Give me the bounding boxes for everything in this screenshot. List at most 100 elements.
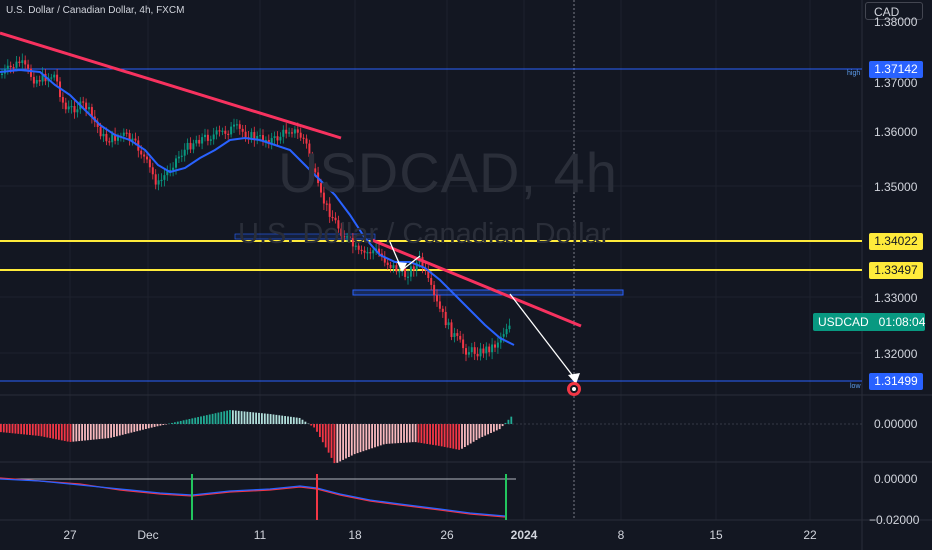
candle-body bbox=[195, 139, 198, 144]
histogram-bar bbox=[458, 424, 460, 450]
price-axis-label: 1.33000 bbox=[874, 291, 918, 305]
histogram-bar bbox=[78, 424, 81, 442]
candle-body bbox=[90, 107, 93, 117]
histogram-bar bbox=[8, 424, 11, 433]
histogram-bar bbox=[478, 424, 481, 439]
histogram-bar bbox=[17, 424, 20, 434]
histogram-bar bbox=[34, 424, 37, 436]
candle-body bbox=[398, 271, 401, 273]
high-tag: high bbox=[847, 70, 861, 77]
histogram-bar bbox=[249, 412, 252, 424]
candle-body bbox=[456, 333, 459, 336]
candle-body bbox=[30, 68, 32, 77]
histogram-bar bbox=[200, 416, 202, 424]
candle-body bbox=[18, 61, 21, 63]
histogram-bar bbox=[133, 424, 136, 432]
candle-body bbox=[291, 132, 293, 134]
candle-body bbox=[169, 169, 172, 172]
trendline-lower[interactable] bbox=[371, 238, 582, 328]
candle-body bbox=[494, 344, 496, 348]
histogram-bar bbox=[414, 424, 417, 443]
candle-body bbox=[282, 129, 285, 137]
histogram-bar bbox=[95, 424, 98, 440]
zone-rectangle[interactable] bbox=[352, 289, 624, 296]
histogram-bar bbox=[501, 424, 504, 427]
histogram-bar bbox=[171, 422, 173, 424]
currency-selector[interactable]: CAD bbox=[865, 2, 923, 20]
candle-body bbox=[230, 126, 233, 135]
histogram-bar bbox=[87, 424, 89, 441]
candle-body bbox=[148, 159, 151, 168]
candle-body bbox=[224, 130, 227, 134]
histogram-bar bbox=[411, 424, 414, 443]
candle-body bbox=[302, 137, 305, 139]
zone-rectangle-faint[interactable] bbox=[234, 233, 376, 240]
histogram-bar bbox=[142, 424, 144, 430]
histogram-bar bbox=[165, 424, 168, 425]
histogram-bar bbox=[504, 422, 507, 424]
candle-body bbox=[485, 346, 488, 354]
histogram-bar bbox=[174, 422, 176, 424]
histogram-bar bbox=[75, 424, 78, 442]
candle-body bbox=[256, 135, 259, 140]
projection-arrow[interactable] bbox=[509, 293, 577, 381]
candle-body bbox=[314, 168, 317, 173]
candle-body bbox=[482, 348, 485, 354]
histogram-bar bbox=[327, 424, 330, 453]
histogram-bar bbox=[182, 420, 185, 424]
histogram-bar bbox=[435, 424, 437, 446]
candle-body bbox=[6, 65, 9, 70]
watermark-symbol: USDCAD, 4h bbox=[278, 141, 618, 204]
histogram-bar bbox=[147, 424, 150, 429]
histogram-bar bbox=[156, 424, 159, 427]
histogram-bar bbox=[191, 418, 194, 424]
candle-body bbox=[369, 252, 372, 254]
candle-body bbox=[128, 133, 131, 141]
dividend-event-icon[interactable] bbox=[567, 382, 581, 396]
candle-body bbox=[395, 265, 398, 272]
candle-body bbox=[172, 167, 175, 170]
candle-body bbox=[204, 134, 206, 138]
candle-body bbox=[180, 155, 183, 157]
candle-body bbox=[41, 73, 44, 82]
candle-body bbox=[1, 73, 3, 75]
histogram-bar bbox=[81, 424, 83, 441]
candle-body bbox=[363, 250, 366, 253]
histogram-bar bbox=[475, 424, 478, 441]
candle-body bbox=[299, 132, 302, 138]
histogram-bar bbox=[356, 424, 359, 454]
low-tag: low bbox=[850, 383, 861, 390]
candle-body bbox=[360, 249, 363, 252]
candle-body bbox=[354, 245, 357, 247]
histogram-bar bbox=[443, 424, 446, 447]
histogram-bar bbox=[101, 424, 104, 439]
histogram-bar bbox=[98, 424, 101, 440]
candle-body bbox=[467, 352, 470, 355]
histogram-bar bbox=[420, 424, 423, 444]
candle-body bbox=[337, 220, 340, 229]
histogram-bar bbox=[490, 424, 492, 434]
histogram-bar bbox=[406, 424, 408, 443]
histogram-bar bbox=[104, 424, 107, 439]
histogram-bar bbox=[258, 412, 260, 424]
candle-body bbox=[125, 132, 128, 134]
histogram-bar bbox=[139, 424, 141, 431]
histogram-bar bbox=[118, 424, 121, 436]
oscillator-histogram bbox=[0, 410, 513, 464]
trendline-upper[interactable] bbox=[0, 31, 342, 140]
candle-body bbox=[102, 133, 105, 137]
bar-countdown: 01:08:04 bbox=[878, 315, 926, 329]
candle-body bbox=[378, 248, 380, 254]
level-price-label: 1.33497 bbox=[869, 262, 923, 279]
histogram-bar bbox=[66, 424, 69, 442]
histogram-bar bbox=[110, 424, 112, 438]
candle-body bbox=[436, 295, 438, 302]
candle-body bbox=[366, 252, 369, 254]
candle-body bbox=[175, 158, 177, 168]
candle-body bbox=[61, 97, 64, 103]
candle-body bbox=[108, 141, 111, 143]
histogram-bar bbox=[269, 414, 272, 424]
candle-body bbox=[166, 170, 169, 176]
